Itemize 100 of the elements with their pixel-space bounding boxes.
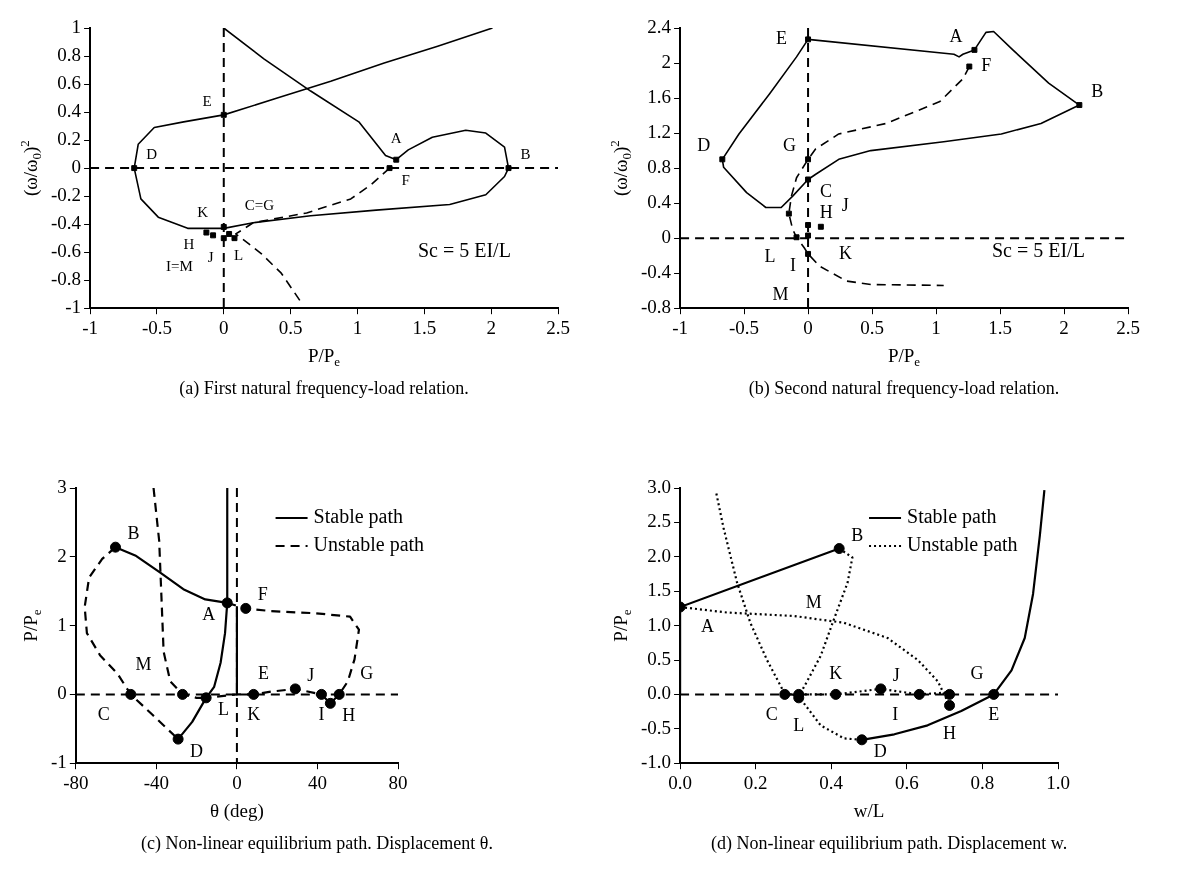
- y-tick-label: 1.0: [647, 613, 672, 635]
- y-tick-label: 1: [57, 613, 67, 635]
- y-tick-label: 2.5: [647, 510, 672, 532]
- x-tick-label: 2.5: [546, 316, 570, 338]
- annotation: D: [190, 740, 204, 761]
- text: (c) Non-linear equilibrium path. Displacement θ.: [140, 832, 493, 854]
- y-tick-label: 1.6: [647, 86, 672, 108]
- annotation: Sc = 5 EI/L: [991, 239, 1085, 262]
- y-tick-label: -1: [51, 751, 67, 773]
- x-tick-label: 0.8: [970, 771, 995, 793]
- y-tick-label: -0.8: [641, 296, 672, 318]
- x-axis-title: w/L: [853, 799, 885, 821]
- y-tick-label: 0.2: [57, 128, 82, 150]
- y-tick-label: -0.8: [51, 268, 82, 290]
- annotation: B: [1091, 81, 1104, 102]
- annotation: I: [790, 255, 797, 276]
- annotation: F: [401, 171, 410, 188]
- annotation: M: [805, 591, 822, 612]
- annotation: K: [247, 703, 261, 724]
- annotation: J: [207, 249, 214, 266]
- x-tick-label: 0.5: [278, 316, 303, 338]
- annotation: H: [943, 723, 957, 744]
- y-tick-label: 2: [661, 51, 672, 73]
- annotation: I: [318, 703, 325, 724]
- annotation: H: [183, 236, 195, 253]
- annotation: E: [257, 662, 269, 683]
- annotation: L: [234, 246, 244, 263]
- x-tick-label: 1: [352, 316, 363, 338]
- y-tick-label: -1.0: [641, 751, 672, 773]
- annotation: A: [202, 604, 216, 625]
- x-tick-label: 0: [219, 316, 229, 338]
- y-tick-label: -0.2: [51, 184, 82, 206]
- annotation: H: [819, 202, 833, 223]
- annotation: J: [841, 195, 849, 216]
- x-tick-label: 1.5: [412, 316, 437, 338]
- x-tick-label: 0.4: [819, 771, 844, 793]
- annotation: C: [765, 703, 778, 724]
- annotation: H: [342, 704, 356, 725]
- annotation: Sc = 5 EI/L: [417, 239, 511, 262]
- x-tick-label: 0: [232, 771, 242, 793]
- y-tick-label: 2.4: [647, 15, 672, 37]
- y-tick-label: -0.4: [51, 212, 82, 234]
- legend-label: Stable path: [907, 505, 997, 529]
- annotation: E: [776, 28, 788, 49]
- annotation: L: [218, 699, 230, 720]
- legend-label: Stable path: [313, 505, 404, 529]
- x-tick-label: 1.5: [988, 316, 1012, 338]
- annotation: I=M: [165, 257, 193, 274]
- y-tick-label: 2.0: [647, 544, 672, 566]
- x-tick-label: -0.5: [141, 316, 172, 338]
- annotation: B: [520, 146, 531, 163]
- y-tick-label: 0: [71, 156, 82, 178]
- annotation: K: [829, 662, 843, 683]
- x-tick-label: -80: [63, 771, 89, 793]
- x-tick-label: 0.6: [894, 771, 919, 793]
- y-axis-title: (ω/ω0)2: [606, 140, 635, 197]
- annotation: L: [793, 715, 805, 736]
- x-tick-label: 2: [1059, 316, 1069, 338]
- legend-label: Unstable path: [907, 533, 1018, 557]
- annotation: A: [390, 130, 402, 147]
- y-tick-label: 0.4: [647, 191, 672, 213]
- legend-label: Unstable path: [313, 533, 425, 557]
- annotation: I: [892, 703, 899, 724]
- annotation: A: [701, 616, 715, 637]
- y-axis-title: P/Pe: [19, 609, 45, 642]
- text: (d) Non-linear equilibrium path. Displacement w.: [710, 832, 1068, 854]
- y-tick-label: 1.2: [647, 121, 672, 143]
- y-tick-label: 1.5: [647, 579, 672, 601]
- annotation: K: [839, 242, 853, 263]
- annotation: B: [127, 523, 140, 544]
- y-tick-label: 0: [57, 682, 67, 704]
- y-tick-label: -1: [65, 296, 82, 318]
- annotation: K: [197, 204, 209, 221]
- x-tick-label: 2.5: [1116, 316, 1140, 338]
- y-axis-title: (ω/ω0)2: [16, 140, 45, 197]
- y-tick-label: -0.4: [641, 261, 672, 283]
- annotation: E: [202, 93, 212, 110]
- x-tick-label: 0.5: [860, 316, 884, 338]
- y-tick-label: 0.4: [57, 100, 82, 122]
- x-tick-label: 40: [307, 771, 327, 793]
- annotation: G: [970, 662, 984, 683]
- annotation: B: [851, 524, 864, 545]
- annotation: C=G: [244, 197, 275, 214]
- x-tick-label: -0.5: [729, 316, 760, 338]
- y-tick-label: 3.0: [647, 475, 672, 497]
- y-tick-label: -0.5: [641, 716, 672, 738]
- annotation: J: [892, 664, 900, 685]
- y-tick-label: 3: [57, 475, 67, 497]
- y-tick-label: 0: [661, 226, 672, 248]
- x-tick-label: 0.2: [743, 771, 768, 793]
- y-tick-label: 0.5: [647, 647, 672, 669]
- annotation: F: [257, 584, 268, 605]
- annotation: D: [146, 146, 158, 163]
- annotation: G: [783, 135, 797, 156]
- y-tick-label: 0.8: [57, 44, 82, 65]
- x-tick-label: -40: [143, 771, 170, 793]
- x-tick-label: 0: [803, 316, 813, 338]
- y-tick-label: 0.8: [647, 156, 672, 178]
- x-axis-title: θ (deg): [209, 799, 264, 822]
- text: (a) First natural frequency-load relation.: [179, 377, 469, 399]
